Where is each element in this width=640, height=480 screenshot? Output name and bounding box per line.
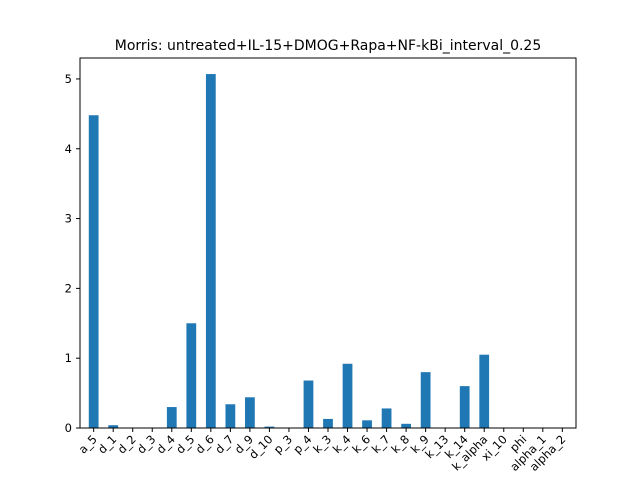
bar-d_10 [264, 426, 275, 428]
y-tick-label: 3 [65, 212, 72, 226]
bar-k_8 [401, 423, 411, 428]
bar-d_4 [166, 407, 177, 428]
bar-d_1 [108, 425, 119, 428]
bar-k_14 [459, 386, 470, 428]
bars-group [88, 74, 490, 428]
y-tick-label: 5 [65, 72, 72, 86]
bar-p_4 [303, 380, 314, 428]
bar-d_9 [245, 397, 255, 428]
y-axis: 0 1 2 3 4 5 [65, 72, 80, 435]
bar-k_6 [362, 420, 372, 428]
bar-a_5 [88, 115, 99, 428]
y-tick-label: 0 [65, 421, 72, 435]
y-tick-label: 4 [65, 142, 72, 156]
x-axis: a_5d_1d_2d_3d_4d_5d_6d_7d_9d_10p_3p_4k_3… [76, 428, 568, 474]
bar-k_9 [420, 372, 431, 428]
bar-k_4 [342, 363, 353, 428]
bar-d_6 [205, 74, 216, 428]
plot-frame [79, 57, 577, 429]
bar-k_7 [381, 408, 392, 428]
y-tick-label: 2 [65, 281, 72, 295]
bar-d_5 [186, 323, 197, 428]
bar-k_alpha [479, 354, 490, 428]
chart-title: Morris: untreated+IL-15+DMOG+Rapa+NF-kBi… [115, 38, 542, 54]
bar-d_7 [225, 404, 236, 428]
bar-k_3 [323, 418, 333, 428]
y-tick-label: 1 [65, 351, 72, 365]
